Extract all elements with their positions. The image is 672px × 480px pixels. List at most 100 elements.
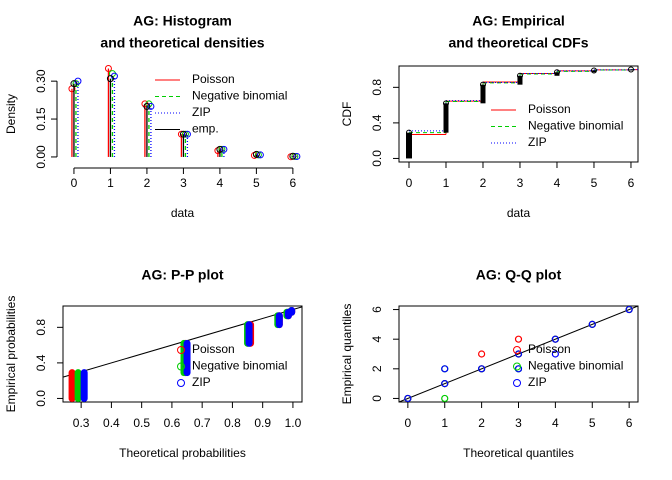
x-axis-label: Theoretical quantiles <box>463 446 574 460</box>
x-tick-label: 4 <box>554 176 561 190</box>
x-tick-label: 1 <box>107 176 114 190</box>
y-tick-label: 0.0 <box>34 390 48 407</box>
qq-point <box>514 365 523 373</box>
x-tick-label: 0.7 <box>194 416 211 430</box>
legend-label: ZIP <box>192 375 211 389</box>
legend-swatch <box>177 362 185 371</box>
legend-swatch <box>177 346 185 354</box>
qq-point <box>588 320 596 328</box>
y-tick-label: 0.0 <box>370 150 384 167</box>
legend-label: Poisson <box>192 72 235 86</box>
density-point <box>70 80 78 88</box>
qq-point <box>441 365 449 373</box>
legend-swatch <box>513 346 521 354</box>
density-point <box>183 130 191 138</box>
x-tick-label: 3 <box>515 416 522 430</box>
x-tick-label: 0 <box>405 416 412 430</box>
density-point <box>143 102 151 110</box>
density-point <box>293 152 301 160</box>
qq-point <box>551 350 559 358</box>
density-point <box>179 130 187 138</box>
y-tick-label: 0.4 <box>370 114 384 131</box>
x-tick-label: 0.6 <box>164 416 181 430</box>
x-tick-label: 0.4 <box>103 416 120 430</box>
x-tick-label: 5 <box>253 176 260 190</box>
x-tick-label: 1 <box>441 416 448 430</box>
density-point <box>220 145 228 153</box>
chart-title: AG: P-P plot <box>141 267 224 283</box>
chart-title: and theoretical densities <box>100 35 264 51</box>
legend-label: Poisson <box>528 342 571 356</box>
qq-point <box>514 335 523 343</box>
y-tick-label: 0 <box>370 395 384 402</box>
x-tick-label: 5 <box>591 176 598 190</box>
chart-title: and theoretical CDFs <box>448 35 588 51</box>
y-tick-label: 0.30 <box>34 69 48 93</box>
density-point <box>104 65 112 73</box>
legend-label: ZIP <box>528 375 547 389</box>
x-tick-label: 0 <box>406 176 413 190</box>
x-tick-label: 4 <box>552 416 559 430</box>
x-axis-label: data <box>507 206 531 220</box>
y-tick-label: 4 <box>370 336 384 343</box>
qq-point <box>478 350 486 358</box>
x-tick-label: 0.8 <box>224 416 241 430</box>
density-point <box>256 151 264 159</box>
x-tick-label: 2 <box>478 416 485 430</box>
legend-swatch <box>177 379 185 387</box>
x-tick-label: 1.0 <box>285 416 302 430</box>
density-point <box>106 75 114 83</box>
density-point <box>216 145 224 153</box>
legend-label: Negative binomial <box>192 359 287 373</box>
qq-point <box>551 335 559 343</box>
legend-label: ZIP <box>528 135 547 149</box>
legend-swatch <box>513 362 521 371</box>
x-axis-label: Theoretical probabilities <box>119 446 246 460</box>
legend-label: emp. <box>192 122 219 136</box>
y-tick-label: 0.8 <box>370 79 384 96</box>
legend-label: Negative binomial <box>528 119 623 133</box>
x-tick-label: 3 <box>180 176 187 190</box>
y-tick-label: 6 <box>370 306 384 313</box>
density-point <box>181 130 189 138</box>
x-tick-label: 6 <box>628 176 635 190</box>
y-axis-label: Empirical probabilities <box>4 296 18 413</box>
x-tick-label: 1 <box>443 176 450 190</box>
y-tick-label: 0.8 <box>34 319 48 336</box>
qq-point <box>625 305 633 314</box>
empirical-point <box>405 129 412 136</box>
chart-title: AG: Histogram <box>133 13 232 29</box>
density-point <box>252 150 260 158</box>
legend-label: Negative binomial <box>192 89 287 103</box>
y-tick-label: 0.00 <box>34 145 48 169</box>
y-axis-label: Empirical quantiles <box>340 304 354 405</box>
chart-title: AG: Empirical <box>472 13 565 29</box>
y-tick-label: 0.15 <box>34 107 48 131</box>
x-tick-label: 2 <box>480 176 487 190</box>
legend-label: Poisson <box>192 342 235 356</box>
chart-title: AG: Q-Q plot <box>476 267 562 283</box>
x-tick-label: 6 <box>290 176 297 190</box>
density-point <box>218 145 226 153</box>
x-tick-label: 6 <box>626 416 633 430</box>
legend-label: Poisson <box>528 102 571 116</box>
qq-point <box>441 380 449 388</box>
y-axis-label: CDF <box>340 102 354 127</box>
x-tick-label: 4 <box>217 176 224 190</box>
density-point <box>289 152 297 160</box>
x-tick-label: 0.9 <box>254 416 271 430</box>
x-tick-label: 2 <box>144 176 151 190</box>
legend-label: Negative binomial <box>528 359 623 373</box>
x-tick-label: 5 <box>589 416 596 430</box>
density-point <box>147 102 155 110</box>
y-tick-label: 2 <box>370 365 384 372</box>
reference-line <box>398 305 639 403</box>
qq-point <box>404 394 412 403</box>
qq-point <box>514 350 523 358</box>
qq-point <box>441 394 449 403</box>
x-axis-label: data <box>171 206 195 220</box>
y-axis-label: Density <box>4 94 18 134</box>
legend-swatch <box>513 379 521 387</box>
y-tick-label: 0.4 <box>34 354 48 371</box>
